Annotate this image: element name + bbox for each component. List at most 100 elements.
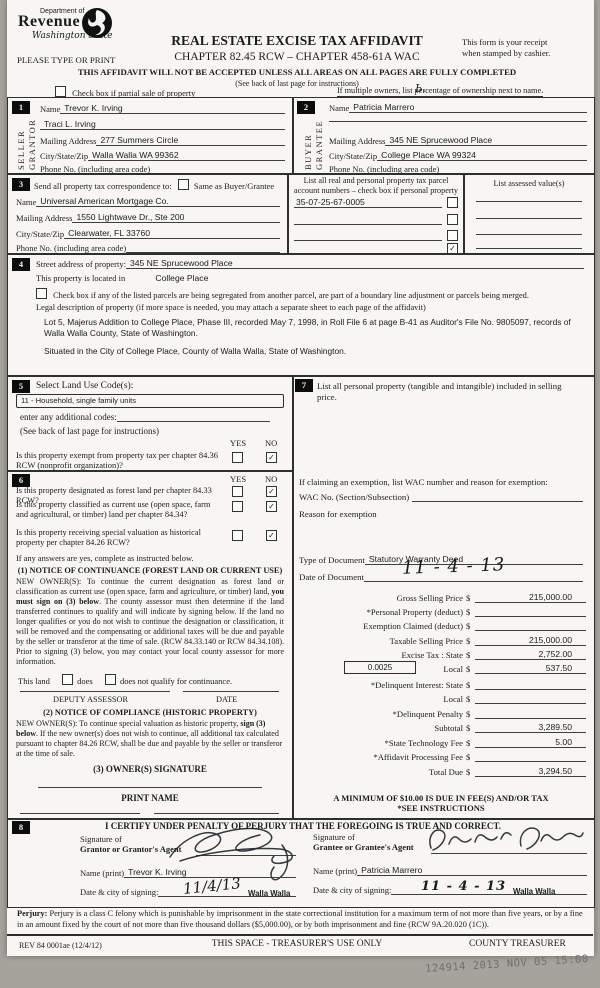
exempt-no-checkbox[interactable]: ✓ [266, 452, 277, 463]
assessed-value-field-1[interactable] [476, 201, 582, 202]
deputy-assessor-label: DEPUTY ASSESSOR [53, 695, 129, 704]
deputy-assessor-signature-line[interactable] [20, 691, 170, 692]
cashier-receipt-stamp: 124914 2013 NOV 05 15:00 [424, 953, 589, 975]
land-use-code-field[interactable]: 11 - Household, single family units [16, 394, 284, 408]
print-name-line-1[interactable] [20, 813, 140, 814]
wac-number-field[interactable] [412, 501, 583, 502]
historic-no-checkbox[interactable]: ✓ [266, 530, 277, 541]
excise-tax-state-field[interactable]: 2,752.00 [475, 649, 586, 660]
print-name-line-2[interactable] [154, 813, 279, 814]
total-due-field[interactable]: 3,294.50 [475, 766, 586, 777]
same-as-buyer-checkbox[interactable] [177, 179, 189, 190]
see-instructions-note: *SEE INSTRUCTIONS [397, 803, 485, 813]
seller-name-row: Name Trevor K. Irving [40, 103, 285, 114]
parcel-number-field[interactable]: 35-07-25-67-0005 [294, 197, 442, 208]
tax-row-delinq-int-local: Local $ [295, 691, 586, 704]
owner-signature-title: (3) OWNER(S) SIGNATURE [93, 764, 207, 774]
assessed-value-field-3[interactable] [476, 234, 582, 235]
section4-box: 4 Street address of property: 345 NE Spr… [7, 253, 595, 377]
exemption-claimed-field[interactable] [475, 630, 586, 631]
grantee-signature-line[interactable] [431, 853, 587, 854]
corr-phone-row: Phone No. (including area code) [16, 243, 280, 253]
deputy-date-line[interactable] [183, 691, 279, 692]
legal-description-text[interactable]: Lot 5, Majerus Addition to College Place… [44, 317, 571, 338]
owner-signature-line[interactable] [38, 787, 262, 788]
does-not-qualify-checkbox[interactable] [104, 674, 116, 685]
parcel3-field[interactable] [294, 230, 442, 241]
excise-tax-local-field[interactable]: 537.50 [475, 663, 586, 674]
minimum-fee-note: A MINIMUM OF $10.00 IS DUE IN FEE(S) AND… [333, 793, 549, 803]
type-of-document-row: Type of Document Statutory Warranty Deed [299, 554, 583, 565]
buyer-name-field[interactable]: Patricia Marrero [349, 102, 587, 113]
buyer-name2-field[interactable] [329, 111, 587, 122]
grantor-name-print-field[interactable]: Trevor K. Irving [124, 867, 296, 878]
parcel1-personal-checkbox[interactable] [447, 197, 458, 208]
partial-sale-checkbox[interactable] [55, 86, 66, 97]
delinquent-interest-state-field[interactable] [475, 689, 586, 690]
current-use-no-checkbox[interactable]: ✓ [266, 501, 277, 512]
handwritten-mark: Ь. [415, 82, 426, 95]
parcel2-field[interactable] [294, 214, 442, 225]
tax-row-local: Local $537.50 [295, 661, 586, 674]
located-in-row: This property is located in College Plac… [36, 273, 209, 283]
segregated-checkbox[interactable] [36, 288, 47, 299]
tax-row-gross: Gross Selling Price $215,000.00 [295, 590, 586, 603]
subtotal-field[interactable]: 3,289.50 [475, 722, 586, 733]
personal-property-deduct-field[interactable] [475, 616, 586, 617]
corr-name-field[interactable]: Universal American Mortgage Co. [36, 196, 280, 207]
section5-no-label: NO [265, 438, 278, 448]
historic-yes-checkbox[interactable] [232, 530, 243, 541]
forest-no-checkbox[interactable]: ✓ [266, 486, 277, 497]
parcel3-personal-checkbox[interactable] [447, 230, 458, 241]
seller-csz-field[interactable]: Walla Walla WA 99362 [88, 150, 285, 161]
street-address-field[interactable]: 345 NE Sprucewood Place [125, 258, 270, 269]
buyer-csz-field[interactable]: College Place WA 99324 [377, 150, 587, 161]
grantor-date-city-field[interactable] [158, 896, 296, 897]
gross-selling-price-field[interactable]: 215,000.00 [475, 592, 586, 603]
deputy-date-label: DATE [216, 695, 238, 704]
additional-codes-row: enter any additional codes: [20, 412, 270, 422]
local-rate-box[interactable]: 0.0025 [344, 661, 416, 674]
corr-phone-field[interactable] [126, 252, 280, 253]
grantee-signature-label: Signature of Grantee or Grantee's Agent [313, 832, 414, 852]
seller-mailing-row: Mailing Address 277 Summers Circle [40, 135, 285, 146]
tax-row-tech-fee: *State Technology Fee $5.00 [295, 735, 586, 748]
street-address-row: Street address of property: 345 NE Spruc… [36, 258, 584, 269]
current-use-question: Is this property classified as current u… [16, 500, 211, 519]
buyer-mailing-field[interactable]: 345 NE Sprucewood Place [385, 135, 587, 146]
corr-csz-field[interactable]: Clearwater, FL 33760 [64, 228, 280, 239]
does-qualify-checkbox[interactable] [62, 674, 73, 685]
delinquent-penalty-field[interactable] [475, 718, 586, 719]
seller-name-field[interactable]: Trevor K. Irving [60, 103, 285, 114]
parcel-row-1: 35-07-25-67-0005 [294, 197, 458, 208]
date-of-document-field[interactable] [363, 581, 583, 582]
delinquent-interest-local-field[interactable] [475, 703, 586, 704]
section6-no-label: NO [265, 474, 278, 484]
land-use-title: Select Land Use Code(s): [36, 381, 134, 391]
taxable-selling-price-field[interactable]: 215,000.00 [475, 635, 586, 646]
perjury-statement: Perjury: Perjury is a class C felony whi… [7, 906, 593, 936]
corr-mailing-field[interactable]: 1550 Lightwave Dr., Ste 200 [72, 212, 280, 223]
affidavit-processing-fee-field[interactable] [475, 761, 586, 762]
additional-codes-field[interactable] [116, 421, 270, 422]
parcel2-personal-checkbox[interactable] [447, 214, 458, 225]
form-rev-number: REV 84 0001ae (12/4/12) [19, 941, 102, 950]
date-of-document-row: Date of Document [299, 572, 583, 582]
seller-name2-field[interactable]: Traci L. Irving [40, 119, 285, 130]
exempt-yes-checkbox[interactable] [232, 452, 243, 463]
section5-yes-label: YES [230, 438, 247, 448]
section2-box: 2 BUYER GRANTEE Name Patricia Marrero Ma… [292, 97, 595, 175]
forest-yes-checkbox[interactable] [232, 486, 243, 497]
assessed-value-field-4[interactable] [476, 248, 582, 249]
located-in-field[interactable]: College Place [155, 273, 209, 283]
assessed-value-field-2[interactable] [476, 218, 582, 219]
current-use-yes-checkbox[interactable] [232, 501, 243, 512]
forest-question: Is this property designated as forest la… [16, 486, 212, 505]
section3-number: 3 [12, 178, 30, 191]
type-of-document-field[interactable]: Statutory Warranty Deed [364, 554, 583, 565]
grantor-signature-line[interactable] [196, 855, 296, 856]
grantee-name-print-field[interactable]: Patricia Marrero [357, 865, 587, 876]
seller-mailing-field[interactable]: 277 Summers Circle [96, 135, 285, 146]
grantee-date-city-field[interactable] [391, 894, 587, 895]
state-technology-fee-field[interactable]: 5.00 [475, 737, 586, 748]
